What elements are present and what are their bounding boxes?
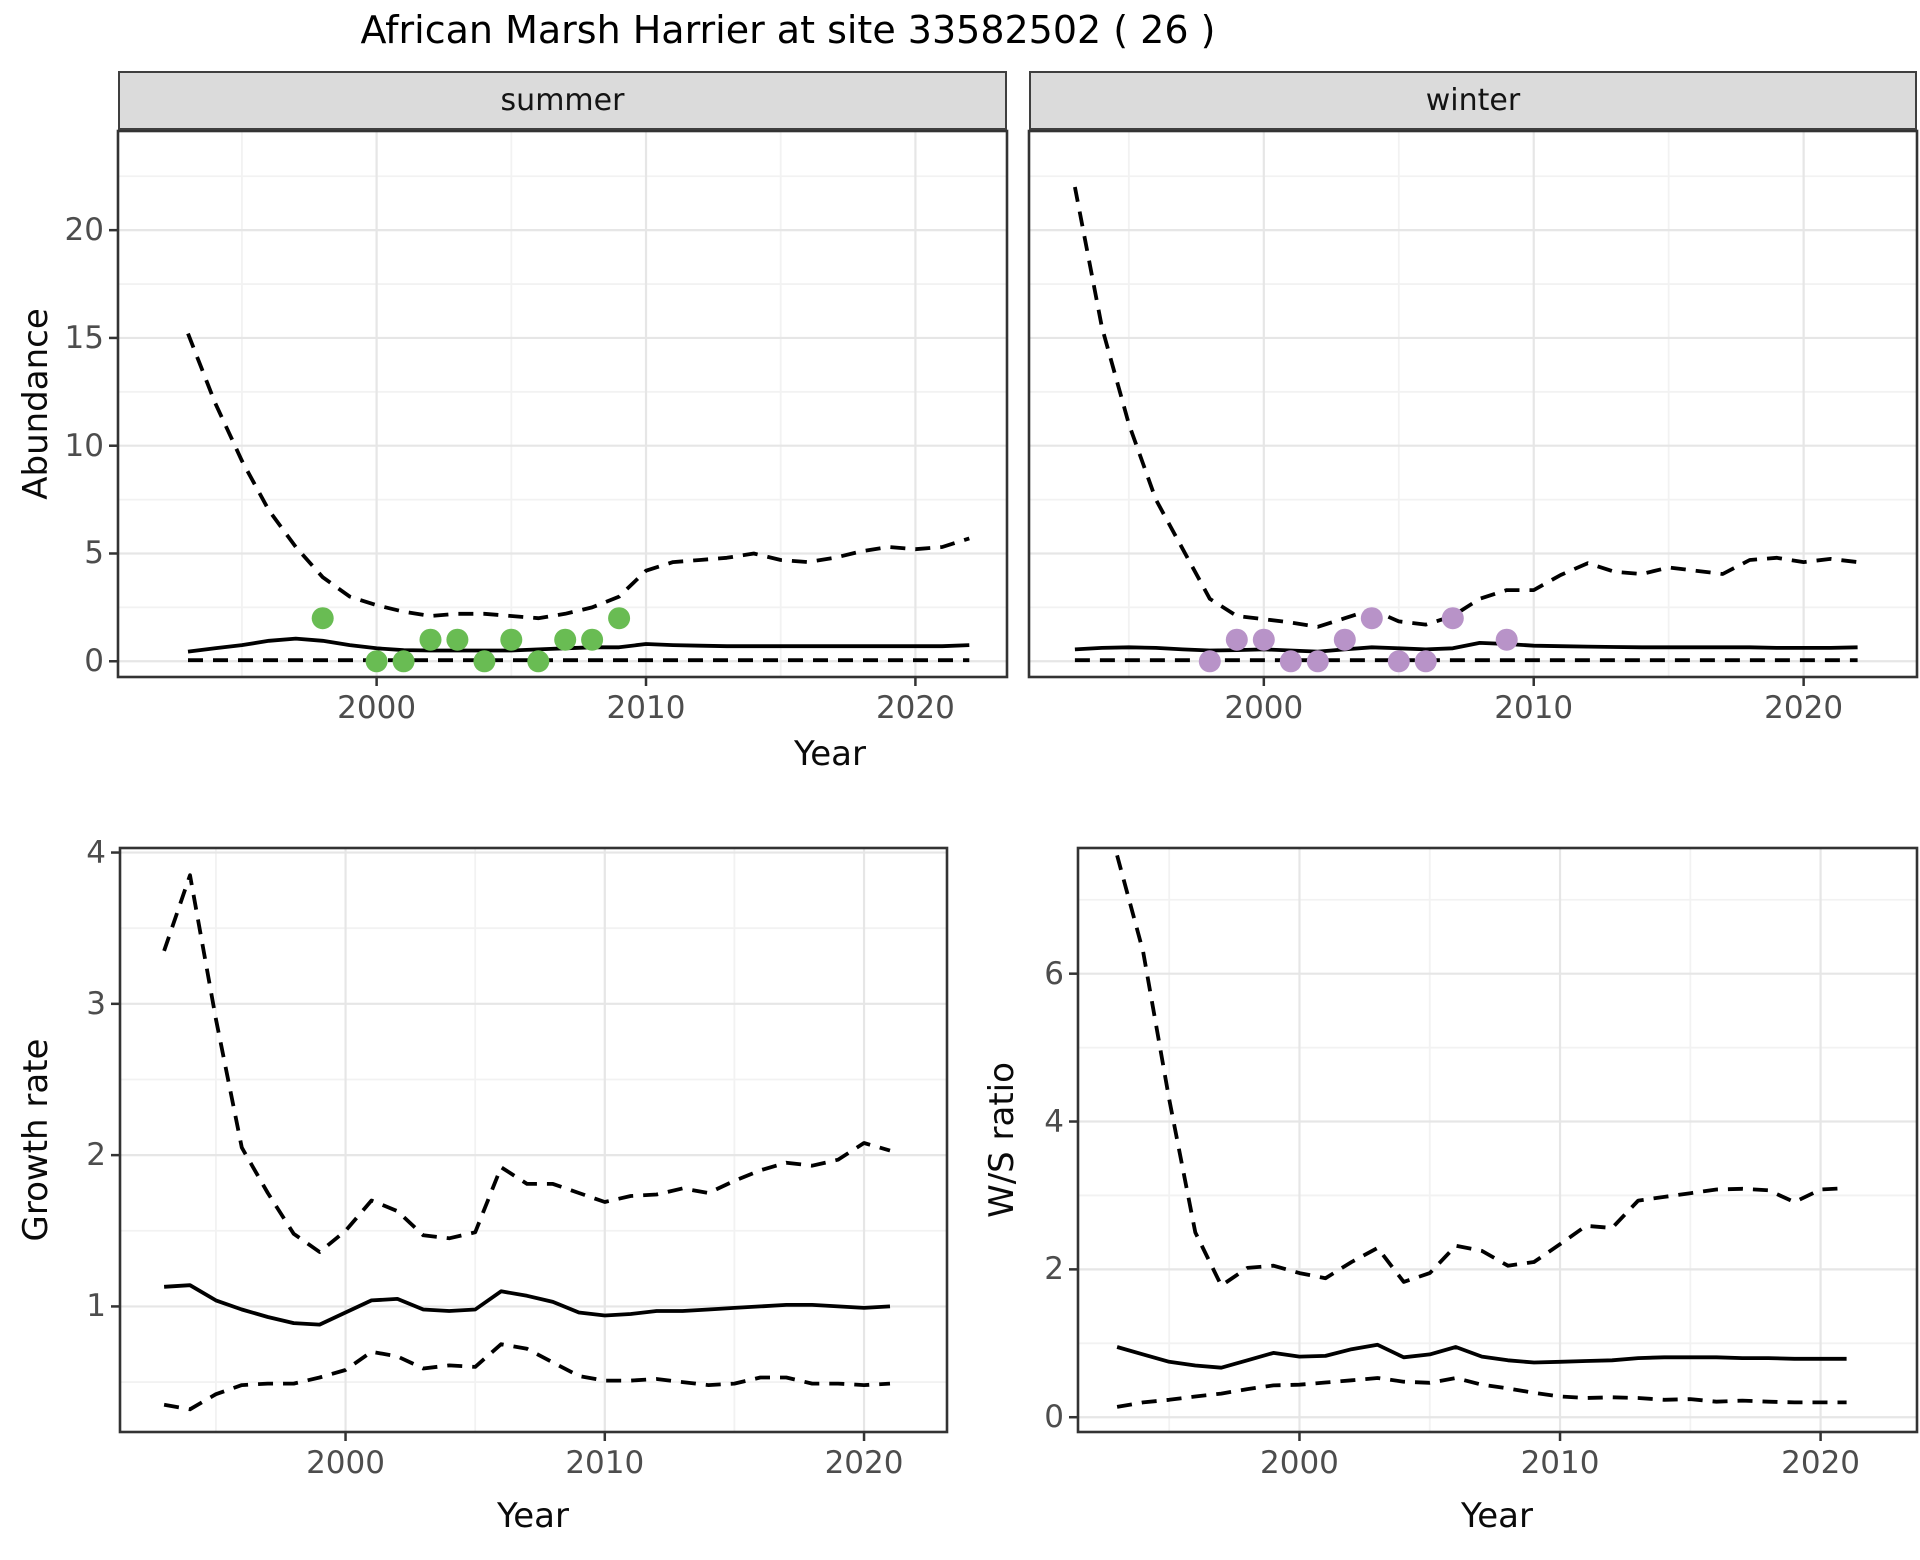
summer-y-tick-10: 10	[64, 427, 104, 464]
growth-year-axis-title: Year	[497, 1496, 569, 1536]
summer-observed-point	[608, 607, 631, 630]
summer-observed-point	[581, 628, 604, 651]
growth-median-line	[163, 1283, 891, 1327]
ws-y-tick-6: 6	[1044, 955, 1064, 992]
ws-y-tick-4: 4	[1044, 1103, 1064, 1140]
winter-x-tick-2000: 2000	[1224, 690, 1304, 726]
winter-observed-point	[1198, 650, 1221, 673]
winter-median-line	[1074, 641, 1858, 654]
winter-observed-point	[1252, 628, 1275, 651]
summer-observed-point	[365, 650, 388, 673]
winter-panel-border	[1027, 129, 1919, 679]
growth-upper95-line	[162, 873, 891, 1254]
summer-median-line	[187, 636, 970, 654]
summer-observed-point	[392, 650, 415, 673]
winter-observed-point	[1225, 628, 1248, 651]
winter-x-tick-2010: 2010	[1494, 690, 1574, 726]
summer-x-tick-2010: 2010	[606, 690, 686, 726]
ws-y-tick-2: 2	[1044, 1251, 1064, 1288]
ws-panel-border	[1076, 846, 1919, 1434]
summer-x-tick-2000: 2000	[337, 690, 417, 726]
ws-x-tick-2010: 2010	[1520, 1445, 1600, 1481]
winter-observed-point	[1441, 607, 1464, 630]
winter-observed-point	[1495, 628, 1518, 651]
winter-observed-point	[1279, 650, 1302, 673]
growth-x-tick-2020: 2020	[824, 1445, 904, 1481]
facet-strip-summer: summer	[118, 71, 1007, 130]
growth-y-tick-3: 3	[86, 985, 106, 1022]
summer-observed-point	[419, 628, 442, 651]
summer-y-tick-15: 15	[64, 319, 104, 356]
winter-observed-point	[1333, 628, 1356, 651]
top-year-axis-title: Year	[794, 734, 866, 774]
winter-observed-point	[1306, 650, 1329, 673]
summer-y-tick-20: 20	[64, 212, 104, 249]
ws-panel	[1069, 846, 1919, 1441]
winter-panel	[1027, 129, 1919, 686]
summer-y-tick-5: 5	[84, 535, 104, 572]
ws-median-line	[1116, 1342, 1847, 1370]
summer-upper95-line	[186, 332, 970, 621]
winter-x-tick-2020: 2020	[1764, 690, 1844, 726]
facet-strip-winter-label: winter	[1425, 83, 1521, 118]
summer-x-tick-2020: 2020	[875, 690, 955, 726]
growth-panel-border	[118, 846, 949, 1434]
ws-x-tick-2020: 2020	[1781, 1445, 1861, 1481]
summer-observed-point	[500, 628, 523, 651]
facet-strip-winter: winter	[1029, 71, 1917, 130]
ws-year-axis-title: Year	[1461, 1496, 1533, 1536]
growth-x-tick-2010: 2010	[565, 1445, 645, 1481]
growth-x-tick-2000: 2000	[306, 1445, 385, 1481]
facet-strip-summer-label: summer	[500, 83, 625, 118]
ws-upper95-line	[1115, 854, 1847, 1288]
summer-observed-point	[446, 628, 469, 651]
ws-lower95-line	[1116, 1376, 1847, 1409]
ws-x-tick-2000: 2000	[1260, 1445, 1339, 1481]
summer-y-tick-0: 0	[84, 643, 104, 680]
summer-observed-point	[473, 650, 496, 673]
growth-panel	[111, 846, 949, 1441]
growth-lower95-line	[163, 1342, 891, 1412]
summer-panel	[109, 129, 1009, 686]
summer-observed-point	[311, 607, 334, 630]
ws-y-tick-0: 0	[1044, 1399, 1064, 1436]
summer-observed-point	[554, 628, 577, 651]
growth-y-tick-4: 4	[86, 834, 106, 871]
summer-panel-border	[116, 129, 1009, 679]
growth-y-tick-1: 1	[86, 1288, 106, 1325]
winter-observed-point	[1360, 607, 1383, 630]
winter-upper95-line	[1073, 186, 1858, 629]
figure-title: African Marsh Harrier at site 33582502 (…	[360, 8, 1216, 52]
winter-observed-point	[1387, 650, 1410, 673]
winter-observed-point	[1414, 650, 1437, 673]
growth-y-tick-2: 2	[86, 1137, 106, 1174]
summer-observed-point	[527, 650, 550, 673]
